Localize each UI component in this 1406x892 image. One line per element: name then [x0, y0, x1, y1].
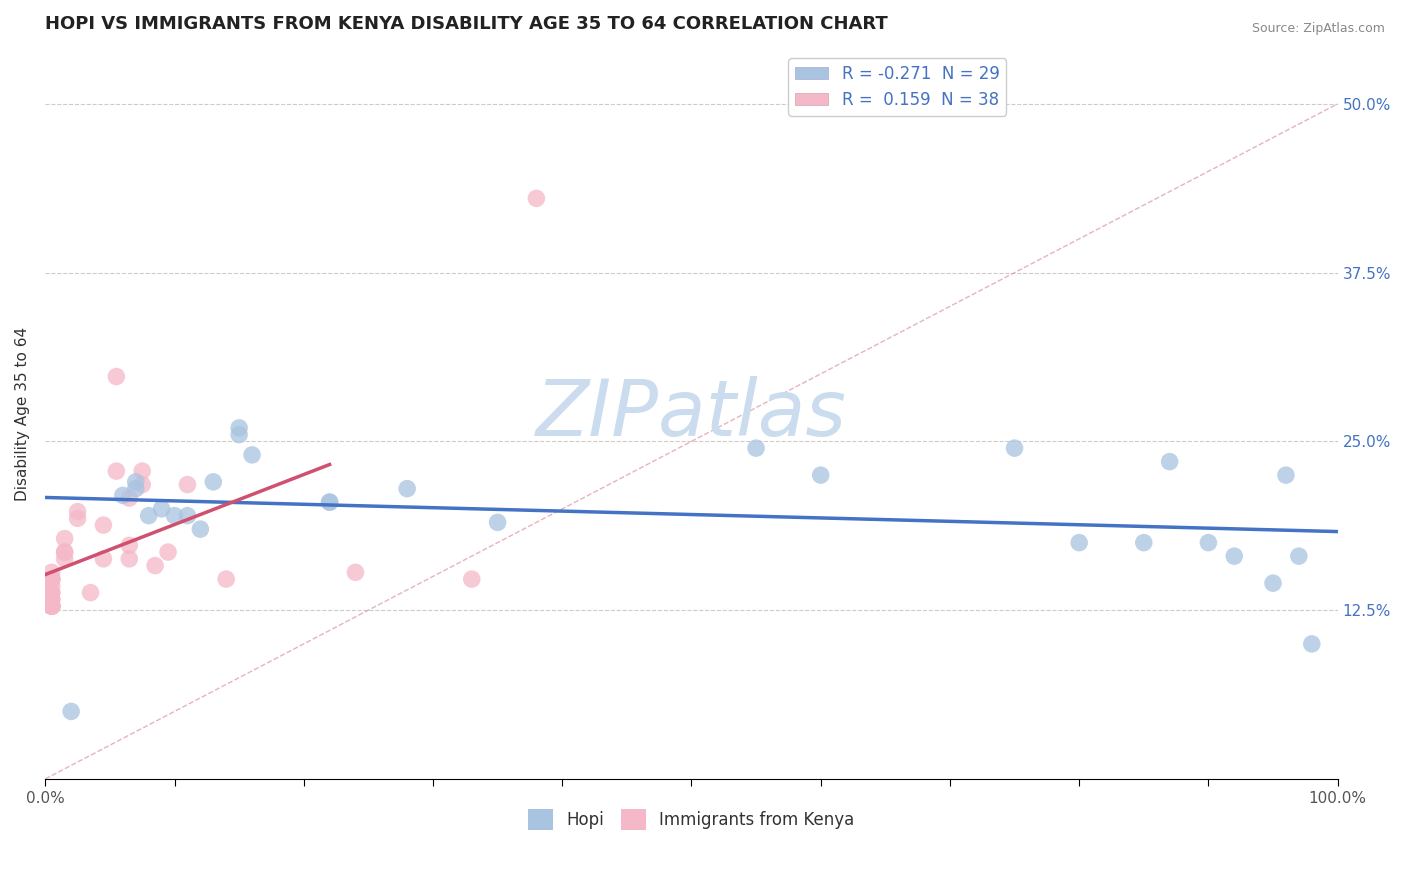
Point [396, 482, 419, 496]
Point [125, 475, 148, 489]
Text: HOPI VS IMMIGRANTS FROM KENYA DISABILITY AGE 35 TO 64 CORRELATION CHART: HOPI VS IMMIGRANTS FROM KENYA DISABILITY… [45, 15, 889, 33]
Point [1288, 549, 1310, 563]
Point [524, 191, 547, 205]
Text: ZIPatlas: ZIPatlas [536, 376, 846, 452]
Point [66, 505, 89, 519]
Point [131, 464, 153, 478]
Point [163, 508, 186, 523]
Point [228, 427, 250, 442]
Point [1301, 637, 1323, 651]
Point [118, 538, 141, 552]
Point [1197, 535, 1219, 549]
Point [1004, 441, 1026, 455]
Point [131, 477, 153, 491]
Point [1133, 535, 1156, 549]
Point [41, 599, 63, 613]
Point [79, 585, 101, 599]
Point [157, 545, 180, 559]
Point [486, 516, 509, 530]
Point [41, 566, 63, 580]
Point [41, 599, 63, 613]
Legend: Hopi, Immigrants from Kenya: Hopi, Immigrants from Kenya [522, 803, 862, 836]
Point [53, 552, 76, 566]
Point [118, 491, 141, 505]
Point [41, 599, 63, 613]
Point [125, 482, 148, 496]
Point [41, 579, 63, 593]
Point [118, 552, 141, 566]
Point [745, 441, 768, 455]
Point [1261, 576, 1284, 591]
Point [318, 495, 340, 509]
Point [60, 705, 83, 719]
Y-axis label: Disability Age 35 to 64: Disability Age 35 to 64 [15, 327, 30, 501]
Point [202, 475, 225, 489]
Point [1159, 455, 1181, 469]
Point [41, 592, 63, 607]
Point [1275, 468, 1298, 483]
Point [53, 532, 76, 546]
Point [41, 572, 63, 586]
Point [1069, 535, 1091, 549]
Point [53, 545, 76, 559]
Point [461, 572, 484, 586]
Point [105, 369, 128, 384]
Point [111, 488, 134, 502]
Point [240, 448, 263, 462]
Point [344, 566, 367, 580]
Point [66, 511, 89, 525]
Point [41, 599, 63, 613]
Point [228, 421, 250, 435]
Point [41, 572, 63, 586]
Point [215, 572, 238, 586]
Point [138, 508, 160, 523]
Point [41, 572, 63, 586]
Point [1223, 549, 1246, 563]
Point [105, 464, 128, 478]
Point [143, 558, 166, 573]
Point [93, 552, 115, 566]
Point [41, 599, 63, 613]
Text: Source: ZipAtlas.com: Source: ZipAtlas.com [1251, 22, 1385, 36]
Point [190, 522, 212, 536]
Point [41, 592, 63, 607]
Point [176, 508, 198, 523]
Point [53, 545, 76, 559]
Point [93, 518, 115, 533]
Point [176, 477, 198, 491]
Point [318, 495, 340, 509]
Point [41, 585, 63, 599]
Point [41, 599, 63, 613]
Point [810, 468, 832, 483]
Point [150, 502, 173, 516]
Point [41, 585, 63, 599]
